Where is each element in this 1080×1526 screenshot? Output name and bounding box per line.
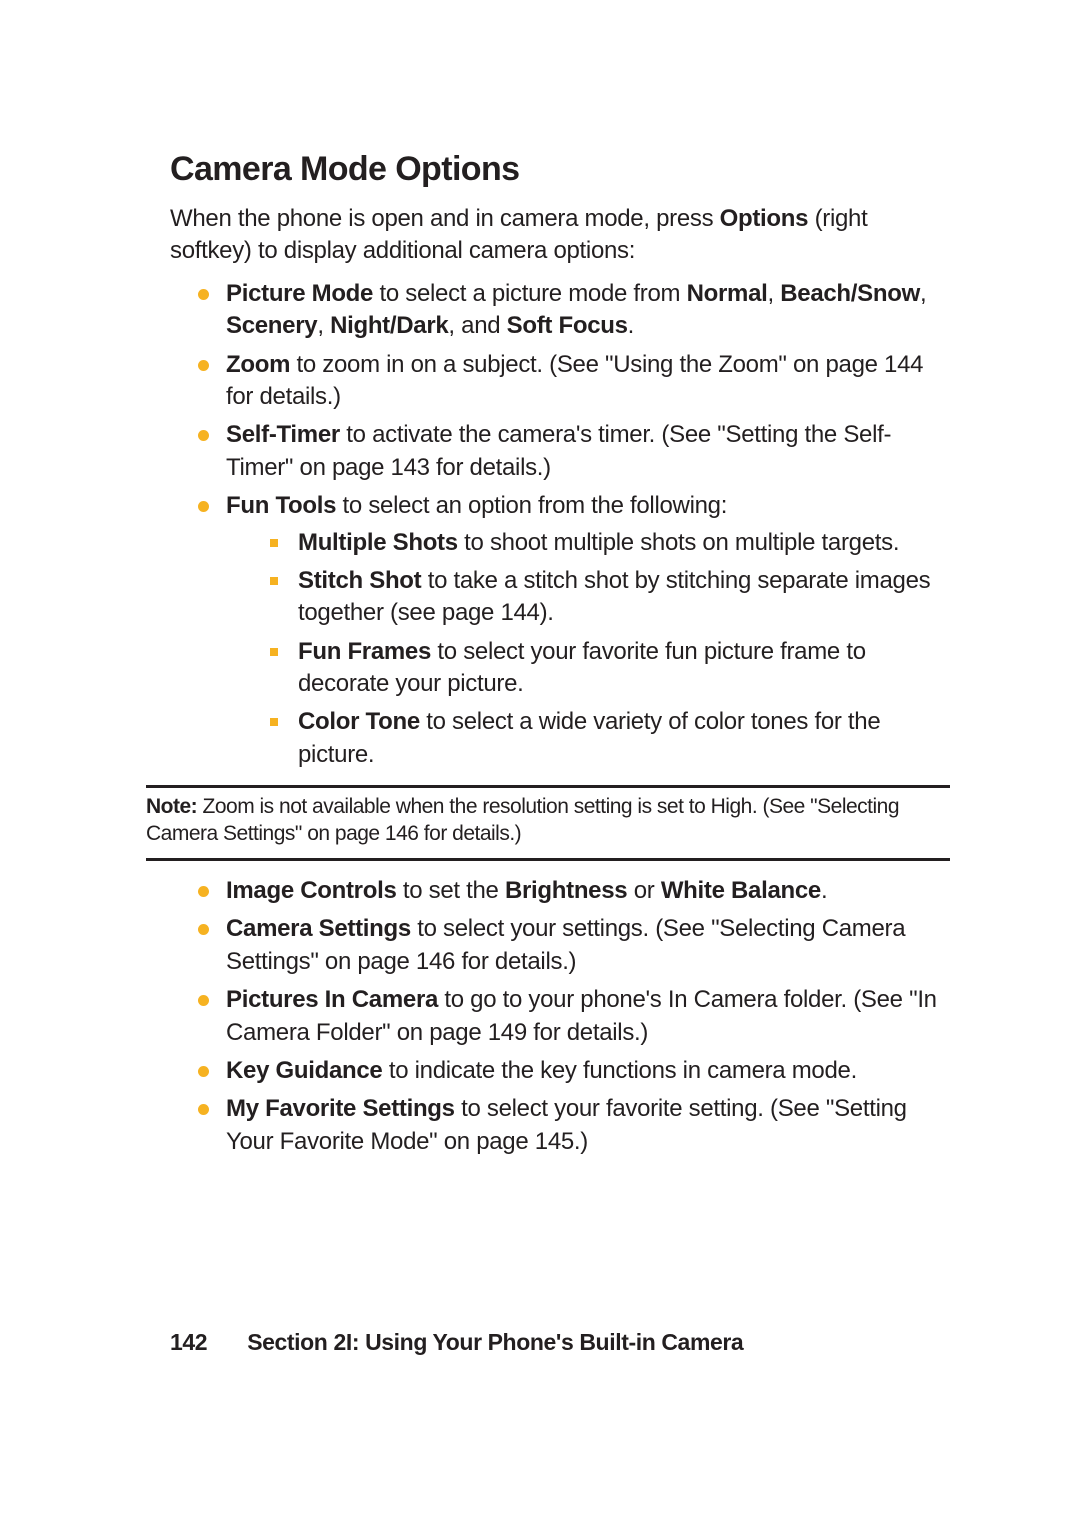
item-label: My Favorite Settings — [226, 1095, 455, 1122]
item-label: Fun Tools — [226, 492, 336, 519]
list-item: Camera Settings to select your settings.… — [226, 913, 950, 978]
item-bold: Beach/Snow — [780, 280, 920, 307]
list-item: Picture Mode to select a picture mode fr… — [226, 278, 950, 343]
item-text: , — [317, 312, 330, 339]
list-item: Color Tone to select a wide variety of c… — [298, 706, 950, 771]
item-text: to indicate the key functions in camera … — [382, 1057, 856, 1084]
list-item: Pictures In Camera to go to your phone's… — [226, 984, 950, 1049]
options-list-1: Picture Mode to select a picture mode fr… — [170, 278, 950, 771]
page-number: 142 — [170, 1329, 207, 1355]
item-label: Key Guidance — [226, 1057, 382, 1084]
page-footer: 142 Section 2I: Using Your Phone's Built-… — [170, 1329, 743, 1356]
item-text: to zoom in on a subject. (See "Using the… — [226, 351, 923, 410]
item-text: to shoot multiple shots on multiple targ… — [458, 529, 899, 556]
funtools-sublist: Multiple Shots to shoot multiple shots o… — [226, 527, 950, 772]
item-bold: Night/Dark — [330, 312, 448, 339]
item-text: to select a picture mode from — [373, 280, 687, 307]
item-text: to select an option from the following: — [336, 492, 727, 519]
intro-bold: Options — [720, 205, 809, 232]
list-item: Zoom to zoom in on a subject. (See "Usin… — [226, 349, 950, 414]
list-item: Image Controls to set the Brightness or … — [226, 875, 950, 907]
item-label: Fun Frames — [298, 638, 431, 665]
item-text: , and — [448, 312, 506, 339]
item-label: Multiple Shots — [298, 529, 458, 556]
item-bold: Scenery — [226, 312, 317, 339]
section-label: Section 2I: Using Your Phone's Built-in … — [247, 1329, 743, 1355]
item-text: , — [768, 280, 781, 307]
page-title: Camera Mode Options — [170, 150, 950, 189]
list-item: Self-Timer to activate the camera's time… — [226, 419, 950, 484]
item-label: Self-Timer — [226, 421, 340, 448]
item-label: Stitch Shot — [298, 567, 421, 594]
note-block: Note: Zoom is not available when the res… — [146, 785, 950, 861]
item-label: Picture Mode — [226, 280, 373, 307]
item-label: Color Tone — [298, 708, 420, 735]
item-text: , — [920, 280, 926, 307]
item-text: . — [821, 877, 827, 904]
note-label: Note: — [146, 795, 197, 818]
list-item: Key Guidance to indicate the key functio… — [226, 1055, 950, 1087]
intro-paragraph: When the phone is open and in camera mod… — [170, 203, 950, 268]
item-text: or — [627, 877, 660, 904]
item-label: Camera Settings — [226, 915, 411, 942]
item-bold: Brightness — [505, 877, 627, 904]
list-item: Fun Tools to select an option from the f… — [226, 490, 950, 771]
item-text: to set the — [397, 877, 505, 904]
item-label: Pictures In Camera — [226, 986, 438, 1013]
options-list-2: Image Controls to set the Brightness or … — [170, 875, 950, 1158]
intro-pre: When the phone is open and in camera mod… — [170, 205, 720, 232]
list-item: Multiple Shots to shoot multiple shots o… — [298, 527, 950, 559]
item-bold: Normal — [687, 280, 768, 307]
item-label: Zoom — [226, 351, 290, 378]
item-bold: Soft Focus — [507, 312, 628, 339]
item-text: . — [628, 312, 634, 339]
item-bold: White Balance — [661, 877, 821, 904]
list-item: Stitch Shot to take a stitch shot by sti… — [298, 565, 950, 630]
note-text: Zoom is not available when the resolutio… — [146, 795, 899, 845]
list-item: Fun Frames to select your favorite fun p… — [298, 636, 950, 701]
document-page: Camera Mode Options When the phone is op… — [0, 0, 1080, 1526]
list-item: My Favorite Settings to select your favo… — [226, 1093, 950, 1158]
item-label: Image Controls — [226, 877, 397, 904]
